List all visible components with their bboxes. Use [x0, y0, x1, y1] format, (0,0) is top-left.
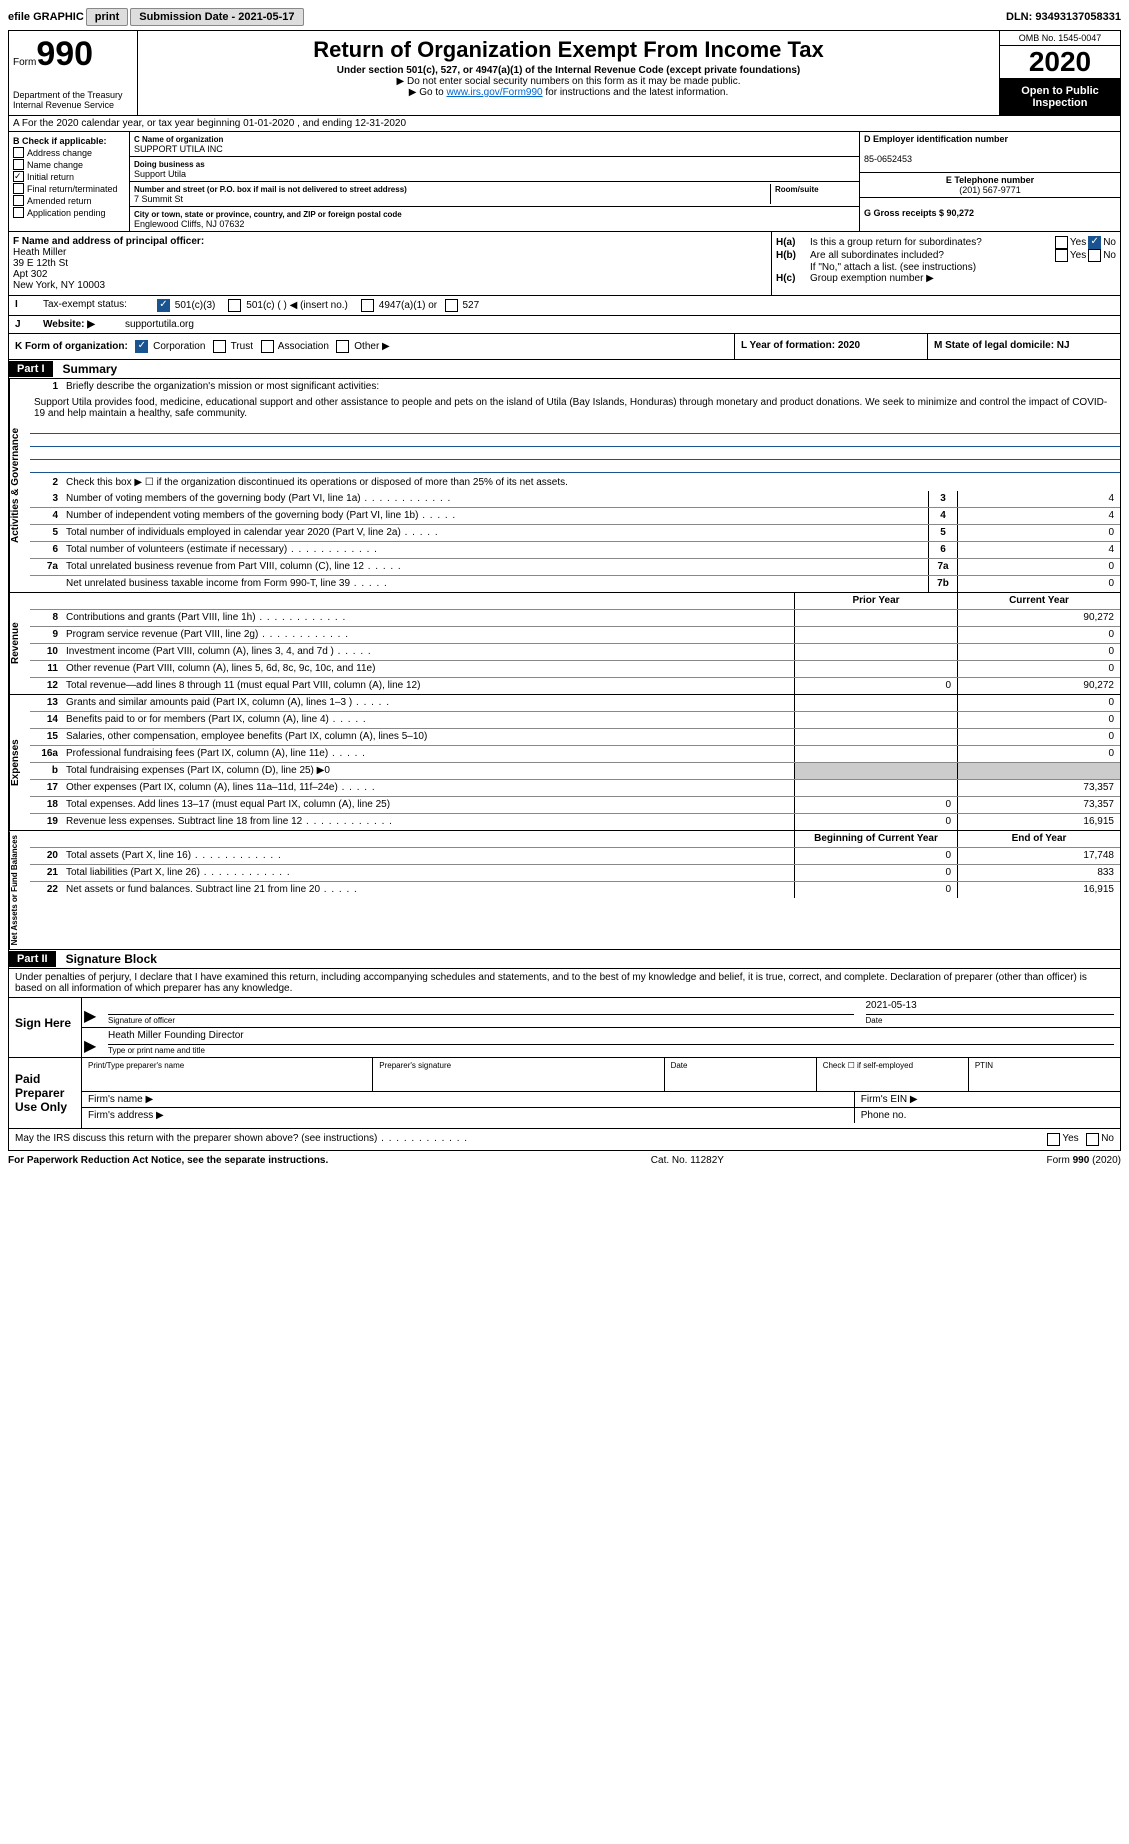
form-header: Form990 Department of the Treasury Inter… [8, 30, 1121, 116]
info-grid: B Check if applicable: Address change Na… [8, 132, 1121, 232]
irs-link[interactable]: www.irs.gov/Form990 [446, 87, 542, 98]
501c3-checkbox[interactable] [157, 299, 170, 312]
sign-here: Sign Here ▶ Signature of officer 2021-05… [8, 998, 1121, 1058]
revenue-section: Revenue bPrior YearCurrent Year 8Contrib… [8, 593, 1121, 695]
form-title: Return of Organization Exempt From Incom… [142, 37, 995, 63]
hb-no-checkbox[interactable] [1088, 249, 1101, 262]
form-number-box: Form990 Department of the Treasury Inter… [9, 31, 138, 115]
ha-yes-checkbox[interactable] [1055, 236, 1068, 249]
discuss-row: May the IRS discuss this return with the… [8, 1129, 1121, 1151]
section-a: A For the 2020 calendar year, or tax yea… [8, 116, 1121, 132]
col-b-checkboxes: B Check if applicable: Address change Na… [9, 132, 130, 231]
signature-arrow-icon: ▶ [82, 1028, 102, 1057]
mission-text: Support Utila provides food, medicine, e… [30, 395, 1120, 421]
netassets-section: Net Assets or Fund Balances Beginning of… [8, 831, 1121, 950]
section-fh: F Name and address of principal officer:… [8, 232, 1121, 296]
governance-section: Activities & Governance 1 Briefly descri… [8, 379, 1121, 593]
col-de: D Employer identification number85-06524… [859, 132, 1120, 231]
toolbar: efile GRAPHIC print Submission Date - 20… [8, 8, 1121, 26]
row-i: I Tax-exempt status: 501(c)(3) 501(c) ( … [8, 296, 1121, 316]
dln-label: DLN: 93493137058331 [1006, 11, 1121, 23]
print-button[interactable]: print [86, 8, 128, 26]
signature-arrow-icon: ▶ [82, 998, 102, 1027]
ha-no-checkbox[interactable] [1088, 236, 1101, 249]
footer: For Paperwork Reduction Act Notice, see … [8, 1151, 1121, 1170]
row-j: J Website: ▶ supportutila.org [8, 316, 1121, 334]
submission-date-button[interactable]: Submission Date - 2021-05-17 [130, 8, 303, 26]
part1-bar: Part I Summary [8, 360, 1121, 379]
col-c: C Name of organizationSUPPORT UTILA INC … [130, 132, 859, 231]
discuss-yes-checkbox[interactable] [1047, 1133, 1060, 1146]
expenses-section: Expenses 13Grants and similar amounts pa… [8, 695, 1121, 831]
discuss-no-checkbox[interactable] [1086, 1133, 1099, 1146]
part2-bar: Part II Signature Block [8, 950, 1121, 969]
title-box: Return of Organization Exempt From Incom… [138, 31, 999, 115]
paid-preparer: Paid Preparer Use Only Print/Type prepar… [8, 1058, 1121, 1129]
row-kl: K Form of organization: Corporation Trus… [8, 334, 1121, 360]
year-box: OMB No. 1545-0047 2020 Open to Public In… [999, 31, 1120, 115]
efile-label: efile GRAPHIC [8, 11, 84, 23]
hb-yes-checkbox[interactable] [1055, 249, 1068, 262]
perjury-text: Under penalties of perjury, I declare th… [8, 969, 1121, 998]
